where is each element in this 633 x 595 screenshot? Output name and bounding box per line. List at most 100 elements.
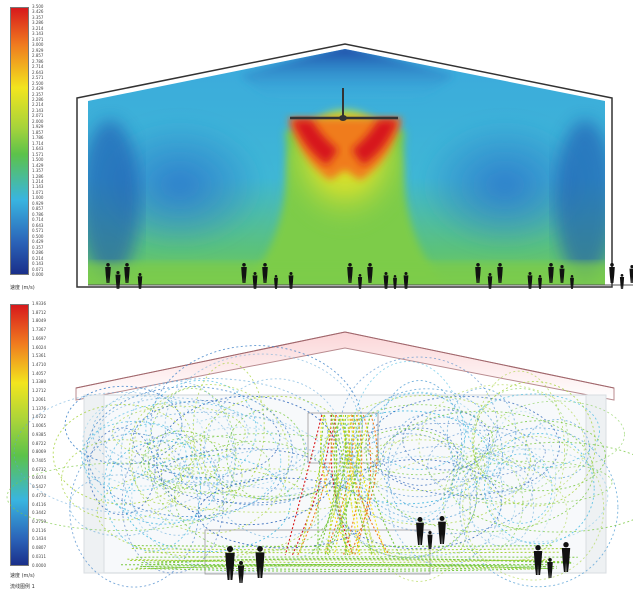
bottom-legend-tick: 1.8712 [32,309,46,315]
bottom-legend-tick: 0.4116 [32,501,46,507]
streamline [156,468,371,513]
streamline [382,427,458,486]
top-legend-tick: 2.214 [32,102,44,108]
floor-streamline [157,558,574,564]
bottom-legend-tick: 0.3442 [32,510,46,516]
streamline [64,385,183,465]
jet-streamline [333,414,372,556]
top-legend-tick: 1.929 [32,124,44,130]
bottom-legend-tick: 0.2116 [32,527,46,533]
streamline [83,401,282,521]
person-icon [124,263,130,283]
person-icon [438,516,446,544]
top-legend-tick: 0.214 [32,255,44,261]
streamline [427,429,536,500]
person-icon [241,263,247,283]
streamline [92,378,329,486]
jet-streamline [310,414,347,556]
person-icon [538,275,542,289]
streamline [475,420,606,492]
top-legend-tick: 1.857 [32,129,44,135]
top-legend-tick: 3.357 [32,14,44,20]
person-icon [347,263,353,283]
jet-streamline [297,414,337,556]
streamline [86,386,293,518]
person-icon [561,542,571,572]
jet-streamline [326,414,355,556]
streamline [132,400,281,479]
streamline [418,384,586,505]
streamline [451,460,613,505]
streamline [82,395,206,487]
top-legend-tick: 3.500 [32,4,44,9]
streamline [128,403,195,505]
top-legend-tick: 0.929 [32,200,44,206]
bottom-legend-tick: 0.0311 [32,553,46,559]
top-legend-tick: 1.286 [32,173,44,179]
person-icon [262,263,268,283]
person-icon [533,545,543,575]
streamline [147,387,237,522]
bottom-legend-tick: 0.8722 [32,440,46,446]
top-legend-tick: 2.500 [32,80,44,86]
person-icon [367,263,373,283]
streamline [97,397,249,467]
top-legend-tick: 1.500 [32,157,44,163]
person-icon [105,263,111,283]
top-legend-tick: 2.429 [32,86,44,92]
jet-streamline [347,414,373,556]
streamline [61,439,182,521]
person-icon [252,272,258,289]
person-icon [237,561,245,583]
bottom-legend-tick: 1.5361 [32,353,46,359]
streamline [377,380,463,508]
floor-streamline [149,563,546,567]
top-legend-tick: 0.071 [32,266,44,272]
person-icon [255,546,265,578]
streamline [487,410,557,547]
streamline [402,409,491,471]
streamline [145,379,257,480]
streamline [491,400,625,469]
streamline [338,433,477,559]
streamline [471,388,569,493]
streamline [121,432,224,574]
top-legend-tick: 2.071 [32,113,44,119]
top-legend-tick: 1.214 [32,179,44,184]
streamline [200,395,351,501]
streamline [197,477,371,549]
person-icon [559,265,565,283]
bottom-legend-tick: 1.2712 [32,388,46,394]
streamline [467,393,600,469]
top-legend-tick: 0.857 [32,206,44,212]
jet-streamline [357,414,376,556]
streamline [321,395,531,526]
streamline [142,430,220,489]
person-icon [274,275,278,289]
jet-streamline [324,414,354,556]
streamline [13,391,234,513]
streamline [178,426,298,487]
bottom-legend-tick: 1.8049 [32,318,46,324]
floor-streamline [131,548,569,551]
top-legend-tick: 0.000 [32,271,44,277]
streamline [150,345,363,506]
bottom-streamlines [6,345,633,588]
streamline [192,362,265,493]
bottom-legend-tick: 0.6732 [32,466,46,472]
person-icon [629,265,633,283]
jet-streamline [320,414,351,556]
jet-streamline [323,414,353,556]
floor-streamline [130,559,547,562]
streamline [372,410,594,533]
top-legend-tick: 1.429 [32,162,44,168]
person-icon [619,274,625,289]
jet-streamline [284,414,323,556]
streamline [96,466,318,558]
streamline [351,361,466,522]
streamline [226,409,306,500]
jet-streamline [332,414,347,556]
bottom-legend-tick: 0.1434 [32,536,46,542]
streamline [69,433,200,588]
person-icon [115,271,121,289]
